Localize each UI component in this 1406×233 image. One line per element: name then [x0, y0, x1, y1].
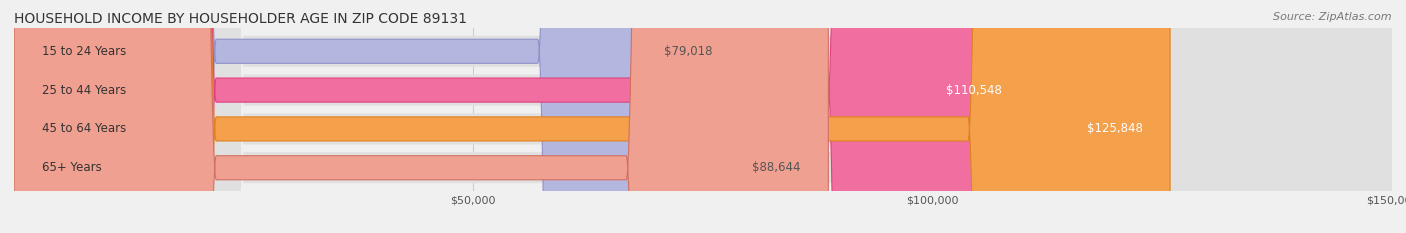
FancyBboxPatch shape: [14, 0, 740, 233]
Text: 15 to 24 Years: 15 to 24 Years: [42, 45, 127, 58]
Text: $79,018: $79,018: [664, 45, 713, 58]
Text: 25 to 44 Years: 25 to 44 Years: [42, 84, 127, 97]
Text: 45 to 64 Years: 45 to 64 Years: [42, 122, 127, 135]
FancyBboxPatch shape: [14, 0, 828, 233]
Text: HOUSEHOLD INCOME BY HOUSEHOLDER AGE IN ZIP CODE 89131: HOUSEHOLD INCOME BY HOUSEHOLDER AGE IN Z…: [14, 12, 467, 26]
FancyBboxPatch shape: [14, 0, 1392, 233]
Text: $125,848: $125,848: [1087, 122, 1143, 135]
Text: Source: ZipAtlas.com: Source: ZipAtlas.com: [1274, 12, 1392, 22]
FancyBboxPatch shape: [14, 0, 1029, 233]
FancyBboxPatch shape: [14, 0, 1392, 233]
Text: $88,644: $88,644: [752, 161, 801, 174]
Text: $110,548: $110,548: [946, 84, 1002, 97]
FancyBboxPatch shape: [14, 0, 1392, 233]
Text: 65+ Years: 65+ Years: [42, 161, 101, 174]
FancyBboxPatch shape: [14, 0, 1392, 233]
FancyBboxPatch shape: [14, 0, 1170, 233]
